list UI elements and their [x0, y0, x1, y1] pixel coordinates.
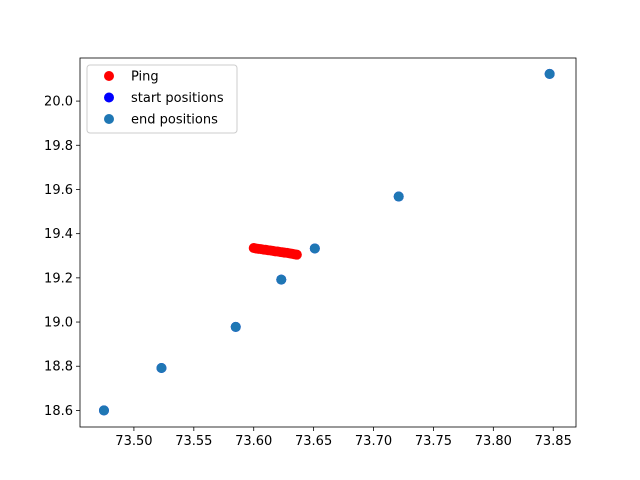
data-point — [309, 243, 320, 254]
x-tick-label: 73.60 — [235, 434, 272, 449]
y-tick-label: 19.2 — [44, 271, 73, 286]
legend-label: Ping — [131, 70, 159, 85]
series-0 — [248, 243, 302, 260]
data-point — [276, 274, 287, 285]
x-tick-label: 73.70 — [355, 434, 392, 449]
legend-marker — [104, 114, 114, 124]
y-tick-label: 19.4 — [44, 227, 73, 242]
data-point — [544, 68, 555, 79]
y-tick-label: 19.6 — [44, 183, 73, 198]
data-point — [98, 405, 109, 416]
y-tick-label: 18.6 — [44, 404, 73, 419]
y-tick-label: 18.8 — [44, 360, 73, 375]
x-tick-label: 73.80 — [475, 434, 512, 449]
series-2 — [98, 68, 555, 416]
x-tick-label: 73.75 — [415, 434, 452, 449]
data-points — [98, 68, 555, 416]
y-tick-label: 19.0 — [44, 316, 73, 331]
data-point — [291, 249, 302, 260]
y-axis: 18.6 18.8 19.0 19.2 19.4 19.6 19.8 20.0 — [44, 95, 80, 419]
data-point — [393, 191, 404, 202]
x-tick-label: 73.65 — [295, 434, 332, 449]
y-tick-label: 20.0 — [44, 95, 73, 110]
x-axis: 73.50 73.55 73.60 73.65 73.70 73.75 73.80 73.85 — [115, 427, 572, 449]
data-point — [230, 321, 241, 332]
plot-frame — [79, 57, 577, 428]
y-tick-label: 19.8 — [44, 139, 73, 154]
legend: Ping start positions end positions — [86, 64, 238, 134]
legend-box — [86, 64, 238, 134]
x-tick-label: 73.50 — [115, 434, 152, 449]
data-point — [156, 363, 167, 374]
legend-label: end positions — [131, 113, 218, 128]
x-tick-label: 73.55 — [175, 434, 212, 449]
legend-marker — [104, 92, 114, 103]
legend-label: start positions — [131, 91, 224, 106]
legend-marker — [104, 71, 114, 81]
x-tick-label: 73.85 — [535, 434, 572, 449]
